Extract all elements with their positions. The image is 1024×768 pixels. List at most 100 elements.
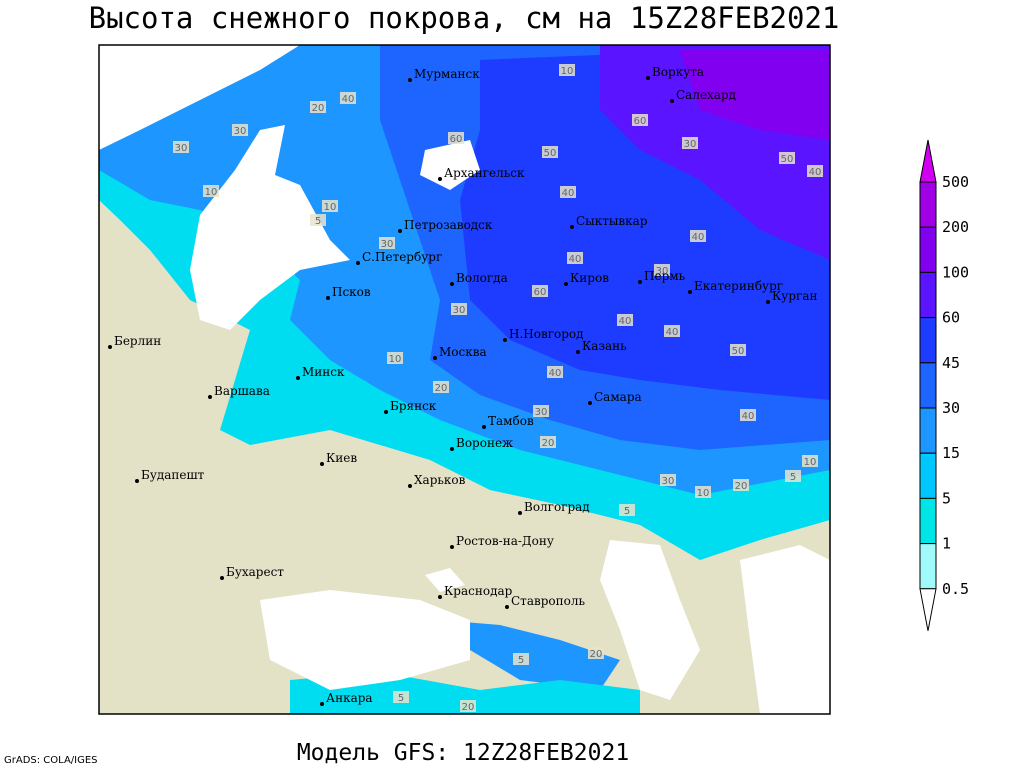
- colorbar-band: [919, 452, 937, 499]
- title: Высота снежного покрова, см на 15Z28FEB2…: [89, 1, 840, 35]
- contour-label-box: [559, 64, 575, 76]
- sea: [600, 540, 700, 700]
- contour-label-box: [733, 479, 749, 491]
- city-dot: [688, 290, 692, 294]
- colorbar-band: [919, 497, 937, 545]
- city-label: Анкара: [326, 691, 373, 705]
- city-label: Псков: [332, 285, 371, 299]
- colorbar-label: 45: [942, 354, 960, 372]
- city-label: Мурманск: [414, 67, 480, 81]
- contour-label-box: [690, 230, 706, 242]
- city-label: Екатеринбург: [694, 279, 783, 293]
- contour-label-box: [533, 405, 549, 417]
- city-label: Воронеж: [456, 436, 513, 450]
- contour-label-box: [387, 352, 403, 364]
- contour-label-box: [664, 325, 680, 337]
- contour-label: 5: [624, 506, 630, 517]
- city-dot: [438, 177, 442, 181]
- contour-label-box: [567, 252, 583, 264]
- city-label: Н.Новгород: [509, 327, 584, 341]
- contour-label-box: [451, 303, 467, 315]
- city-dot: [505, 605, 509, 609]
- city-dot: [766, 300, 770, 304]
- contour-label-box: [807, 165, 823, 177]
- colorbar-label: 5: [942, 489, 951, 507]
- sea: [420, 140, 480, 190]
- colorbar-label: 500: [942, 173, 969, 191]
- contour-label: 30: [684, 139, 697, 150]
- contour-label: 10: [561, 66, 574, 77]
- contour-label: 10: [389, 354, 402, 365]
- city-label: Бухарест: [226, 565, 284, 579]
- contour-label-box: [460, 700, 476, 712]
- colorbar-label: 200: [942, 218, 969, 236]
- contour-label-box: [632, 114, 648, 126]
- contour-label-box: [513, 653, 529, 665]
- contour-label: 40: [666, 327, 679, 338]
- colorbar-band: [919, 226, 937, 273]
- contour-label: 30: [535, 407, 548, 418]
- city-dot: [208, 395, 212, 399]
- contour-label: 20: [590, 649, 603, 660]
- colorbar-band: [919, 362, 937, 409]
- colorbar-cap: [919, 588, 937, 631]
- contour-label-box: [785, 470, 801, 482]
- contour-label: 40: [692, 232, 705, 243]
- city-label: Салехард: [676, 88, 736, 102]
- city-dot: [450, 282, 454, 286]
- contour-label: 10: [205, 187, 218, 198]
- contour-label: 40: [569, 254, 582, 265]
- contour-label-box: [379, 237, 395, 249]
- contour-label-box: [560, 186, 576, 198]
- credit: GrADS: COLA/IGES: [4, 755, 98, 766]
- contour-label: 40: [742, 411, 755, 422]
- cities: Мурманск Воркута Салехард Архангельск Сыктыв…: [108, 65, 817, 706]
- city-label: Казань: [582, 339, 627, 353]
- contour-label-box: [588, 647, 604, 659]
- contour-label-box: [393, 691, 409, 703]
- city-label: Харьков: [414, 473, 466, 487]
- city-dot: [408, 78, 412, 82]
- city-dot: [438, 595, 442, 599]
- city-dot: [384, 410, 388, 414]
- contour-label-box: [779, 152, 795, 164]
- city-label: Брянск: [390, 399, 437, 413]
- colorbar-band: [919, 407, 937, 454]
- city-label: Тамбов: [488, 414, 534, 428]
- contour-label-box: [203, 185, 219, 197]
- sea: [99, 45, 300, 150]
- contour-label-box: [532, 285, 548, 297]
- map: [99, 45, 830, 714]
- city-dot: [670, 99, 674, 103]
- city-label: Волгоград: [524, 500, 590, 514]
- city-dot: [503, 338, 507, 342]
- city-label: Пермь: [644, 269, 686, 283]
- contour-label-box: [310, 214, 326, 226]
- contour-label: 60: [634, 116, 647, 127]
- contour-label-box: [322, 200, 338, 212]
- colorbar-label: 1: [942, 535, 951, 553]
- city-label: Воркута: [652, 65, 704, 79]
- city-dot: [570, 225, 574, 229]
- sea: [190, 125, 350, 330]
- city-dot: [450, 447, 454, 451]
- city-label: Курган: [772, 289, 817, 303]
- contour-label: 60: [534, 287, 547, 298]
- contour-label: 50: [732, 346, 745, 357]
- city-dot: [398, 229, 402, 233]
- colorbar-band: [919, 543, 937, 590]
- city-label: Самара: [594, 390, 642, 404]
- city-label: Киев: [326, 451, 357, 465]
- city-dot: [450, 545, 454, 549]
- contour-label-box: [617, 314, 633, 326]
- contour-label: 60: [450, 134, 463, 145]
- contour-label-box: [619, 504, 635, 516]
- city-label: Москва: [439, 345, 487, 359]
- city-dot: [356, 261, 360, 265]
- snow-100: [680, 50, 830, 140]
- colorbar-label: 30: [942, 399, 960, 417]
- colorbar-band: [919, 271, 937, 319]
- contour-label: 50: [781, 154, 794, 165]
- colorbar-label: 100: [942, 263, 969, 281]
